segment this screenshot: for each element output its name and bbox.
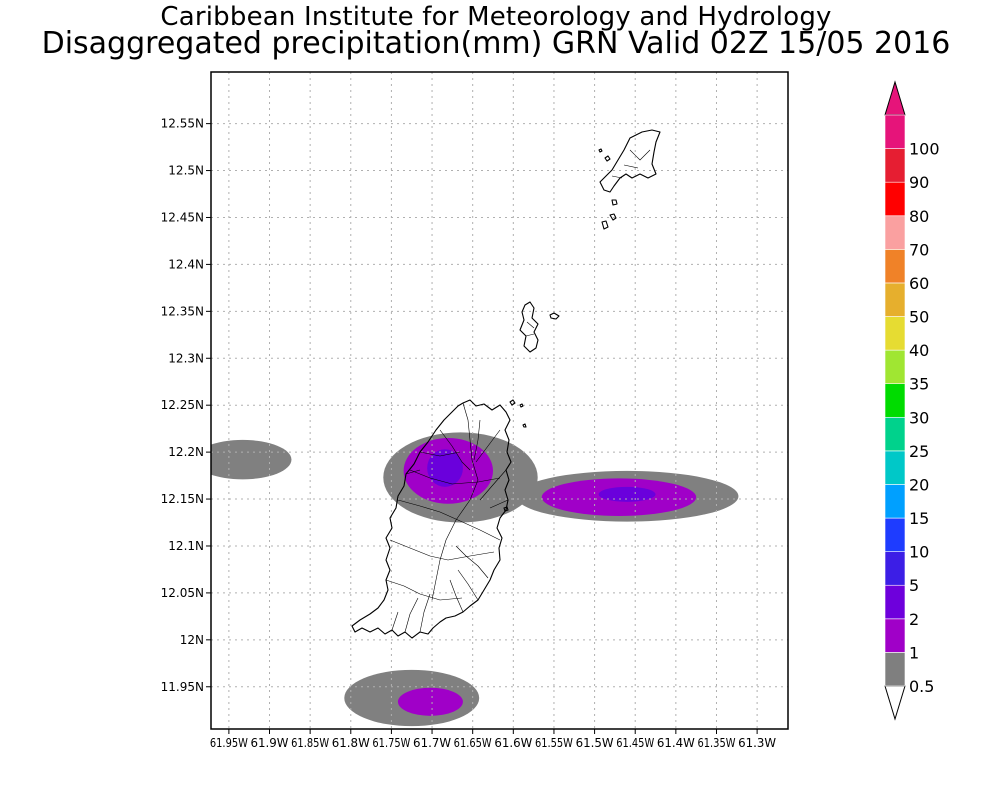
lon-tick-label: 61.7W xyxy=(413,736,451,750)
longitude-axis: 61.95W 61.9W 61.85W 61.8W 61.75W 61.7W 61.65W 6… xyxy=(210,729,776,750)
colorbar-over-arrow xyxy=(884,80,906,116)
lon-tick-label: 61.85W xyxy=(291,736,329,750)
map-subtitle: Disaggregated precipitation(mm) GRN Vali… xyxy=(41,26,951,61)
lon-tick-label: 61.5W xyxy=(576,736,614,750)
colorbar-label: 30 xyxy=(909,408,929,427)
grenada-main-island xyxy=(351,399,512,639)
colorbar-swatch xyxy=(884,215,906,250)
colorbar-label: 70 xyxy=(909,240,929,259)
islet xyxy=(509,399,516,406)
colorbar-label: 20 xyxy=(909,475,929,494)
lat-tick-label: 12.05N xyxy=(161,586,204,600)
colorbar-label: 50 xyxy=(909,308,929,327)
lon-tick-label: 61.55W xyxy=(535,736,573,750)
precip-area-1 xyxy=(397,687,463,716)
plot-frame xyxy=(210,71,789,730)
lat-tick-label: 12.2N xyxy=(168,445,204,459)
islet xyxy=(519,403,524,408)
lat-tick-label: 11.95N xyxy=(161,680,204,694)
colorbar-label: 40 xyxy=(909,341,929,360)
colorbar-swatch xyxy=(884,652,906,687)
lat-tick-label: 12.1N xyxy=(168,539,204,553)
colorbar-swatch xyxy=(884,618,906,653)
lat-tick-label: 12.35N xyxy=(161,304,204,318)
colorbar-label: 0.5 xyxy=(909,677,934,696)
colorbar-swatch xyxy=(884,181,906,217)
lon-tick-label: 61.6W xyxy=(494,736,532,750)
colorbar-label: 80 xyxy=(909,207,929,226)
islet xyxy=(503,506,509,512)
lon-tick-label: 61.75W xyxy=(372,736,410,750)
colorbar-label: 5 xyxy=(909,576,919,595)
lon-tick-label: 61.45W xyxy=(616,736,654,750)
colorbar-swatch xyxy=(884,584,906,620)
colorbar-label: 1 xyxy=(909,643,919,662)
colorbar-swatch xyxy=(884,282,906,317)
petite-martinique-island xyxy=(599,129,661,193)
lat-tick-label: 12.3N xyxy=(168,351,204,365)
colorbar-swatch xyxy=(884,349,906,385)
colorbar-label: 35 xyxy=(909,375,929,394)
precipitation-layer xyxy=(211,432,739,727)
colorbar-swatch xyxy=(884,383,906,418)
colorbar-label: 90 xyxy=(909,173,929,192)
colorbar-swatch xyxy=(884,450,906,485)
lon-tick-label: 61.8W xyxy=(332,736,370,750)
carriacou-island xyxy=(519,301,539,353)
precip-area-2 xyxy=(598,486,656,502)
lat-tick-label: 12.15N xyxy=(161,492,204,506)
colorbar-swatch xyxy=(884,484,906,519)
lon-tick-label: 61.4W xyxy=(657,736,695,750)
lon-tick-label: 61.3W xyxy=(738,736,776,750)
colorbar-swatch xyxy=(884,114,906,149)
lat-tick-label: 12.45N xyxy=(161,210,204,224)
precip-area-2 xyxy=(427,449,463,487)
colorbar-swatch xyxy=(884,551,906,586)
colorbar-under-arrow xyxy=(884,685,906,721)
lat-tick-label: 12.55N xyxy=(161,117,204,131)
lat-tick-label: 12.25N xyxy=(161,398,204,412)
colorbar-swatch xyxy=(884,517,906,552)
map-title: Caribbean Institute for Meteorology and … xyxy=(160,2,832,32)
lon-tick-label: 61.65W xyxy=(454,736,492,750)
colorbar-label: 25 xyxy=(909,442,929,461)
lon-tick-label: 61.9W xyxy=(251,736,289,750)
lon-tick-label: 61.35W xyxy=(697,736,735,750)
colorbar-swatch xyxy=(884,316,906,351)
lat-tick-label: 12.5N xyxy=(168,164,204,178)
colorbar-swatch xyxy=(884,148,906,183)
colorbar-label: 100 xyxy=(909,140,940,159)
precip-area-0_5 xyxy=(211,439,292,480)
colorbar-swatch xyxy=(884,416,906,452)
colorbar-label: 60 xyxy=(909,274,929,293)
colorbar-swatch xyxy=(884,249,906,284)
lat-tick-label: 12N xyxy=(180,633,204,647)
colorbar-label: 2 xyxy=(909,610,919,629)
islet xyxy=(522,423,527,428)
grenada-coastline xyxy=(351,129,661,639)
colorbar-label: 10 xyxy=(909,543,929,562)
colorbar-label: 15 xyxy=(909,509,929,528)
latitude-axis: 12.55N 12.5N 12.45N 12.4N 12.35N 12.3N 12.25N 1… xyxy=(161,117,211,694)
lat-tick-label: 12.4N xyxy=(168,257,204,271)
lon-tick-label: 61.95W xyxy=(210,736,248,750)
grid-lines xyxy=(211,72,788,729)
